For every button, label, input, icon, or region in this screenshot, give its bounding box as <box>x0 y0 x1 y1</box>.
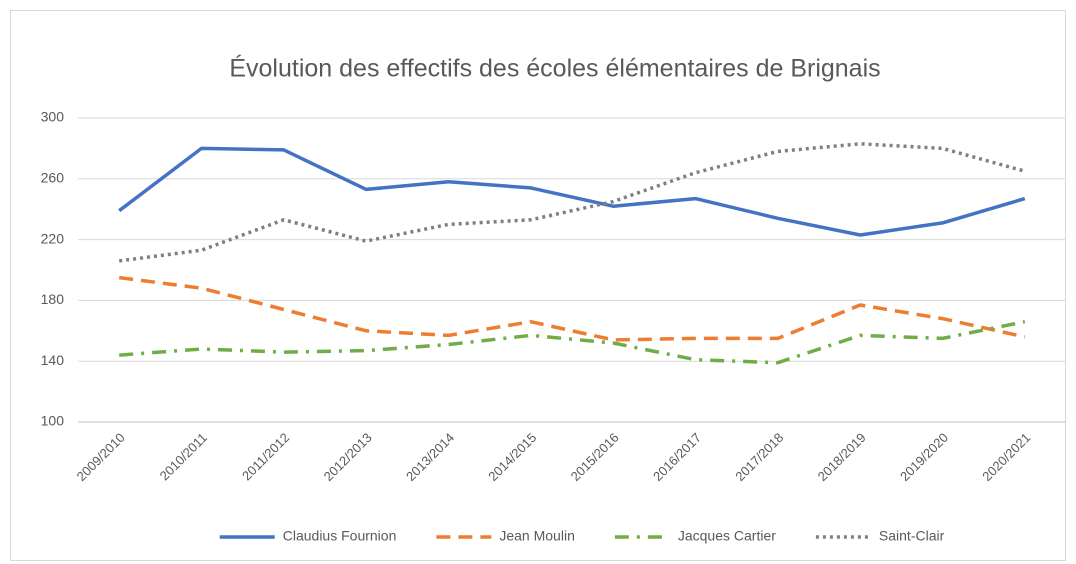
y-tick-label: 180 <box>41 291 65 307</box>
y-tick-label: 140 <box>41 352 65 368</box>
line-series <box>118 275 1026 342</box>
legend-label: Claudius Fournion <box>283 528 397 544</box>
line-series <box>118 142 1026 263</box>
y-tick-label: 300 <box>41 109 65 125</box>
line-series <box>119 319 1026 365</box>
legend-label: Jean Moulin <box>499 528 575 544</box>
chart-title: Évolution des effectifs des écoles éléme… <box>229 54 880 83</box>
y-tick-label: 100 <box>41 413 65 429</box>
legend-label: Saint-Clair <box>879 528 945 544</box>
line-series <box>118 146 1026 237</box>
y-tick-label: 260 <box>41 170 65 186</box>
y-tick-label: 220 <box>41 230 65 246</box>
legend-label: Jacques Cartier <box>678 528 776 544</box>
